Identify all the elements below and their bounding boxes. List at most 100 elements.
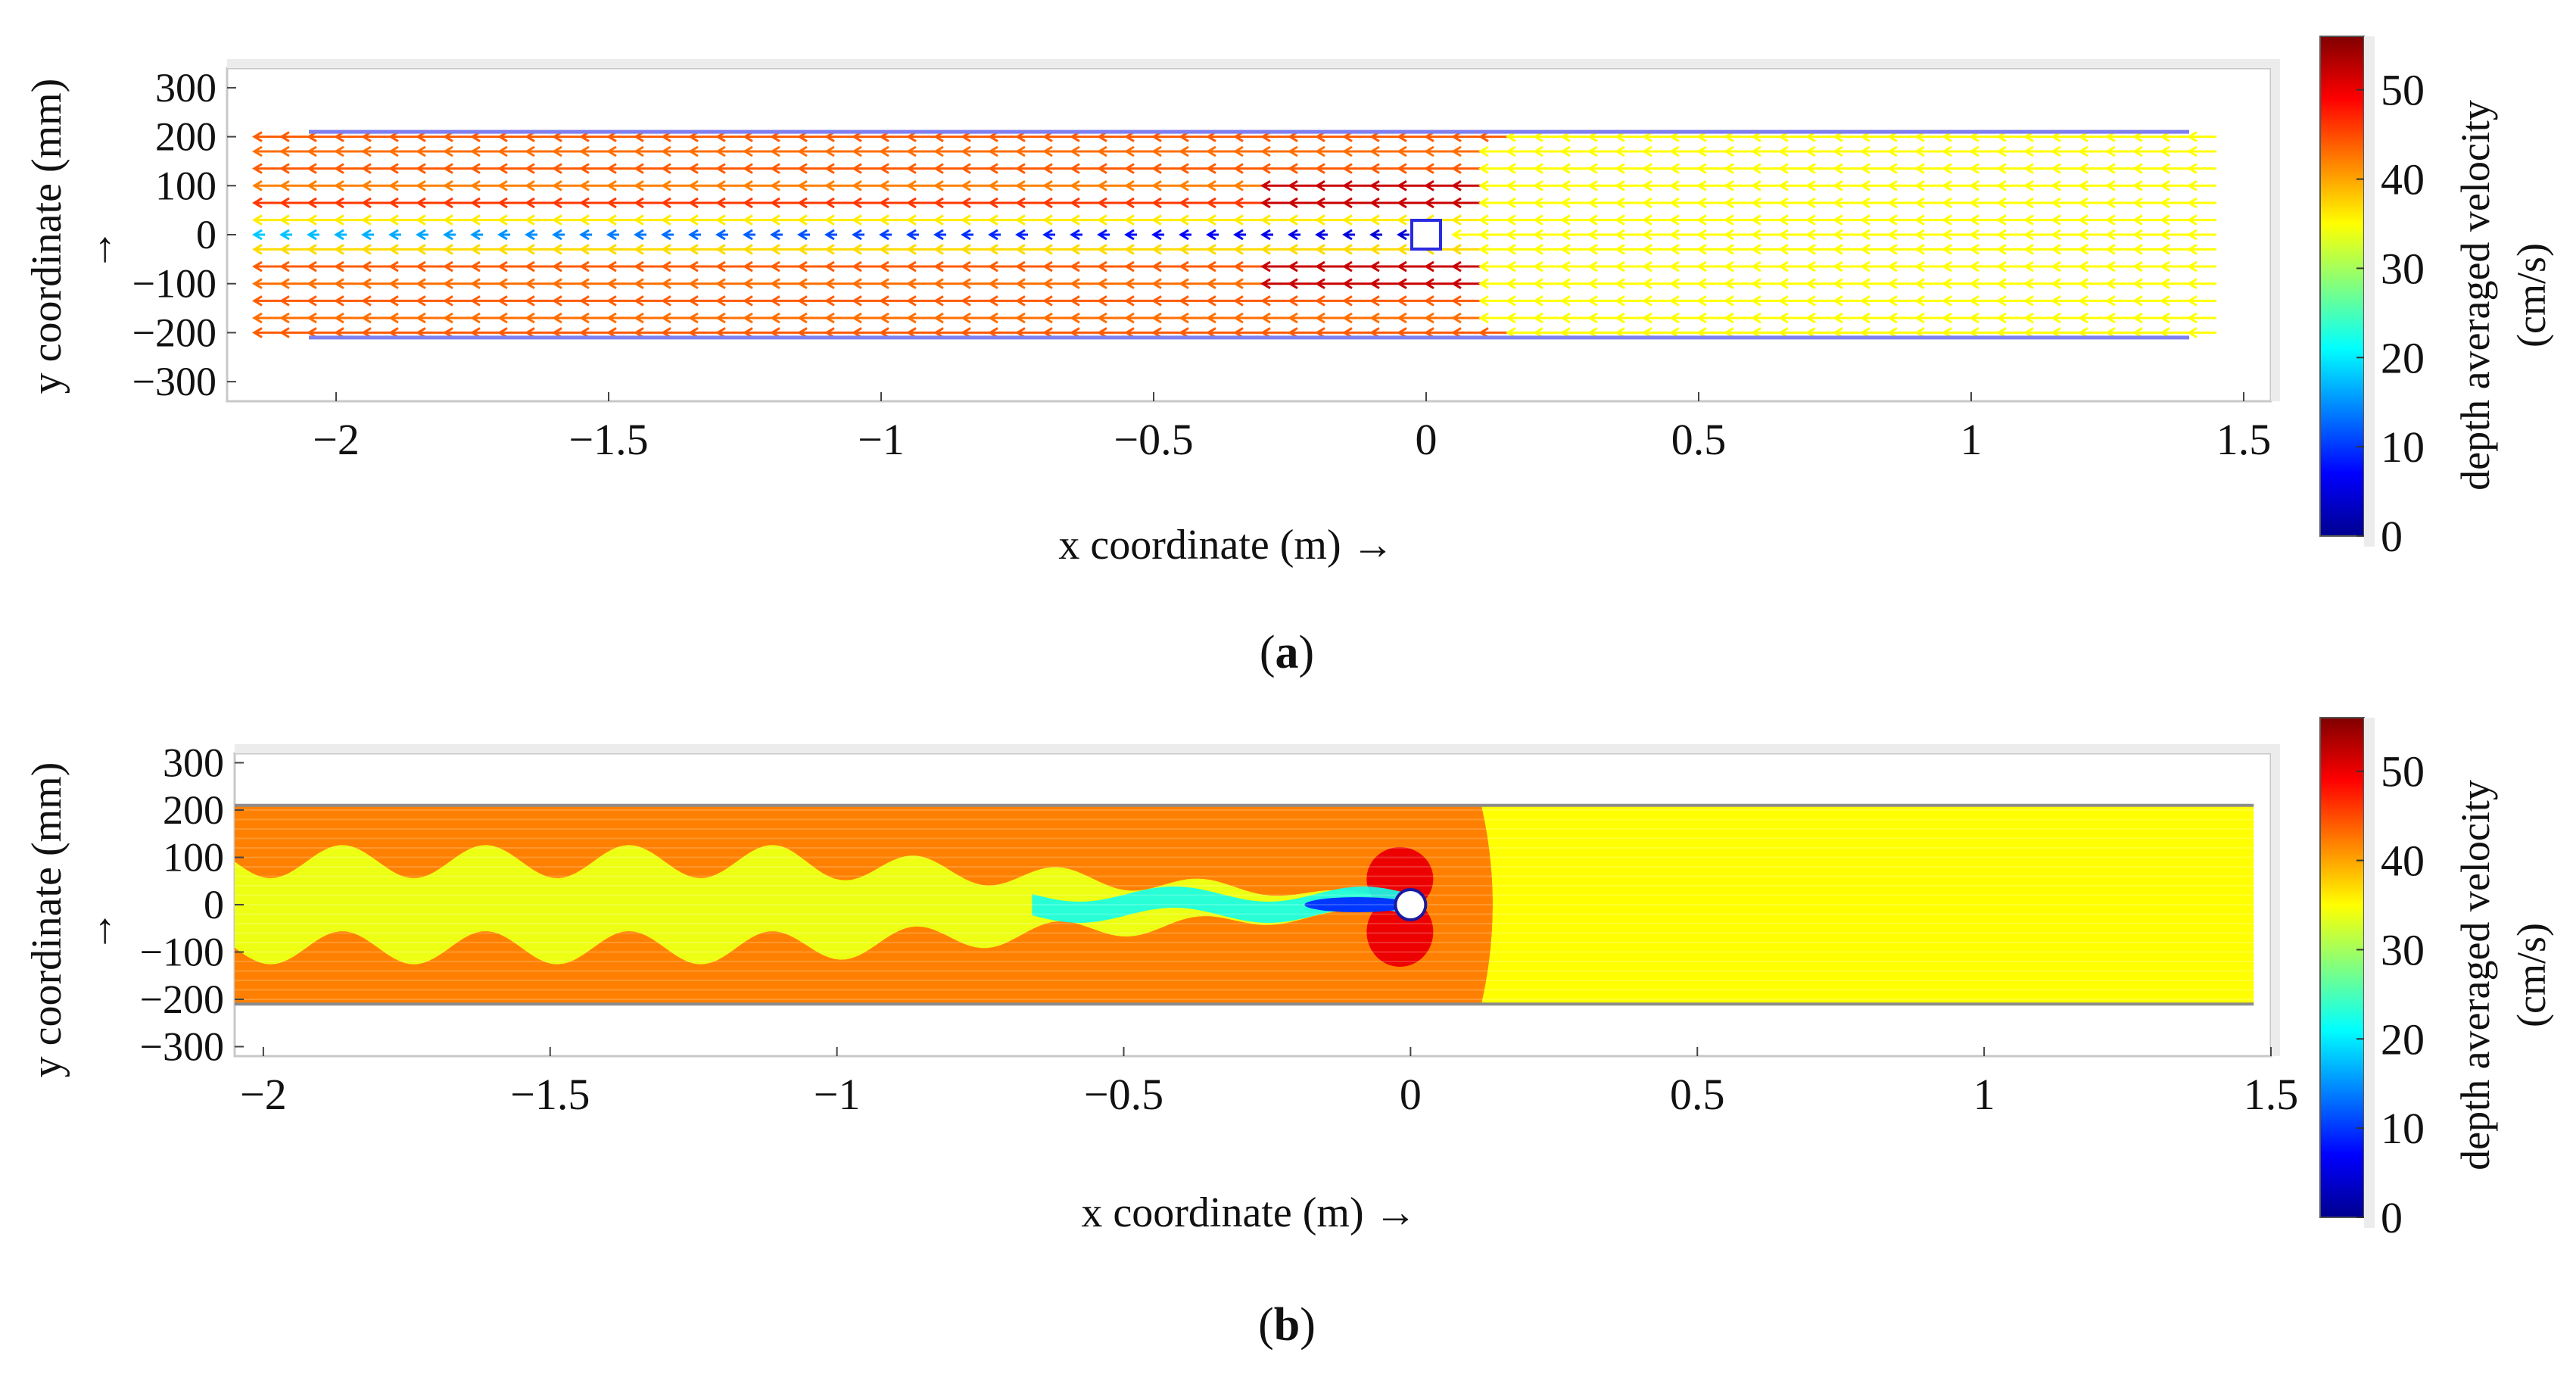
velocity-arrow bbox=[1369, 163, 1399, 174]
y-tick-label-b: −100 bbox=[140, 930, 224, 975]
velocity-arrow bbox=[1833, 180, 1862, 192]
velocity-arrow bbox=[1560, 260, 1590, 273]
velocity-arrow bbox=[688, 180, 718, 192]
velocity-arrow bbox=[1969, 312, 1998, 324]
velocity-arrow bbox=[497, 163, 527, 174]
velocity-arrow bbox=[906, 229, 919, 241]
velocity-arrow bbox=[497, 180, 527, 192]
velocity-arrow bbox=[1996, 145, 2026, 157]
velocity-arrow bbox=[1506, 180, 1535, 192]
velocity-arrow bbox=[334, 295, 363, 307]
velocity-arrow bbox=[1369, 244, 1399, 255]
velocity-arrow bbox=[1942, 214, 1971, 226]
colorbar-tick-label-b: 40 bbox=[2381, 837, 2425, 886]
velocity-arrow bbox=[1015, 145, 1045, 157]
velocity-arrow bbox=[1669, 244, 1699, 255]
velocity-arrow bbox=[1478, 180, 1508, 192]
colorbar-ticks-a: 0 10 20 30 40 50 bbox=[2356, 66, 2425, 561]
velocity-arrow bbox=[1833, 214, 1862, 226]
velocity-arrow bbox=[661, 312, 690, 324]
velocity-arrow bbox=[1206, 295, 1235, 307]
y-axis-label-b: y coordinate (mm) bbox=[23, 762, 70, 1078]
velocity-arrow bbox=[852, 278, 881, 289]
velocity-arrow bbox=[1833, 244, 1862, 255]
velocity-arrow bbox=[2132, 312, 2162, 324]
vector-row bbox=[252, 163, 2216, 174]
velocity-arrow bbox=[1751, 295, 1780, 307]
velocity-arrow bbox=[2160, 295, 2189, 307]
velocity-arrow bbox=[470, 180, 500, 192]
velocity-arrow bbox=[307, 278, 336, 289]
velocity-arrow bbox=[1342, 197, 1372, 209]
velocity-arrow bbox=[388, 260, 418, 273]
velocity-arrow bbox=[252, 197, 282, 209]
velocity-arrow bbox=[334, 229, 347, 241]
velocity-arrow bbox=[961, 260, 990, 273]
velocity-arrow bbox=[1969, 180, 1998, 192]
velocity-arrow bbox=[852, 229, 864, 241]
velocity-arrow bbox=[1642, 278, 1671, 289]
velocity-arrow bbox=[1424, 260, 1453, 273]
velocity-arrow bbox=[1451, 214, 1481, 226]
velocity-arrow bbox=[2132, 295, 2162, 307]
velocity-arrow bbox=[470, 163, 500, 174]
velocity-arrow bbox=[1260, 180, 1290, 192]
velocity-arrow bbox=[279, 260, 309, 273]
velocity-arrow bbox=[2051, 229, 2080, 241]
velocity-arrow bbox=[770, 312, 799, 324]
velocity-arrow bbox=[1696, 312, 1726, 324]
velocity-arrow bbox=[634, 244, 663, 255]
velocity-arrow bbox=[1151, 145, 1181, 157]
velocity-arrow bbox=[279, 244, 309, 255]
velocity-arrow bbox=[1805, 229, 1835, 241]
y-tick-label-b: 100 bbox=[163, 835, 224, 880]
colorbar-label-b: depth averaged velocity bbox=[2453, 780, 2498, 1170]
velocity-arrow bbox=[1206, 197, 1235, 209]
velocity-arrow bbox=[252, 244, 282, 255]
velocity-arrow bbox=[307, 229, 319, 241]
velocity-arrow bbox=[1833, 229, 1862, 241]
x-tick-label-a: 0.5 bbox=[1671, 415, 1727, 464]
wake-core-blue bbox=[1304, 897, 1411, 912]
velocity-arrow bbox=[634, 163, 663, 174]
velocity-arrow bbox=[824, 180, 854, 192]
velocity-arrow bbox=[2160, 145, 2189, 157]
velocity-arrow bbox=[2023, 163, 2053, 174]
velocity-arrow bbox=[879, 180, 908, 192]
velocity-arrow bbox=[606, 295, 636, 307]
velocity-arrow bbox=[552, 295, 581, 307]
colorbar-unit-a: (cm/s) bbox=[2509, 243, 2554, 347]
velocity-arrow bbox=[988, 163, 1017, 174]
velocity-arrow bbox=[1288, 163, 1317, 174]
velocity-arrow bbox=[606, 244, 636, 255]
velocity-arrow bbox=[1887, 214, 1917, 226]
velocity-arrow bbox=[2105, 278, 2135, 289]
velocity-arrow bbox=[1315, 145, 1344, 157]
vector-row bbox=[252, 295, 2216, 307]
velocity-arrow bbox=[2078, 244, 2107, 255]
velocity-arrow bbox=[1179, 214, 1208, 226]
velocity-arrow bbox=[1124, 229, 1137, 241]
velocity-arrow bbox=[2160, 163, 2189, 174]
velocity-arrow bbox=[525, 145, 554, 157]
velocity-arrow bbox=[2160, 180, 2189, 192]
velocity-arrow bbox=[1914, 145, 1944, 157]
velocity-arrow bbox=[470, 244, 500, 255]
x-tick-label-b: −1.5 bbox=[510, 1070, 590, 1119]
velocity-arrow bbox=[443, 278, 472, 289]
velocity-arrow bbox=[279, 180, 309, 192]
velocity-arrow bbox=[361, 312, 391, 324]
velocity-arrow bbox=[797, 229, 810, 241]
velocity-arrow bbox=[1397, 180, 1426, 192]
velocity-arrow bbox=[1070, 180, 1099, 192]
velocity-arrow bbox=[1942, 197, 1971, 209]
velocity-arrow bbox=[824, 295, 854, 307]
velocity-arrow bbox=[1342, 229, 1355, 241]
velocity-arrow bbox=[1070, 244, 1099, 255]
velocity-arrow bbox=[2051, 214, 2080, 226]
velocity-arrow bbox=[1969, 278, 1998, 289]
velocity-arrow bbox=[1260, 163, 1290, 174]
velocity-arrow bbox=[1315, 197, 1344, 209]
velocity-arrow bbox=[279, 229, 292, 241]
velocity-arrow bbox=[443, 312, 472, 324]
